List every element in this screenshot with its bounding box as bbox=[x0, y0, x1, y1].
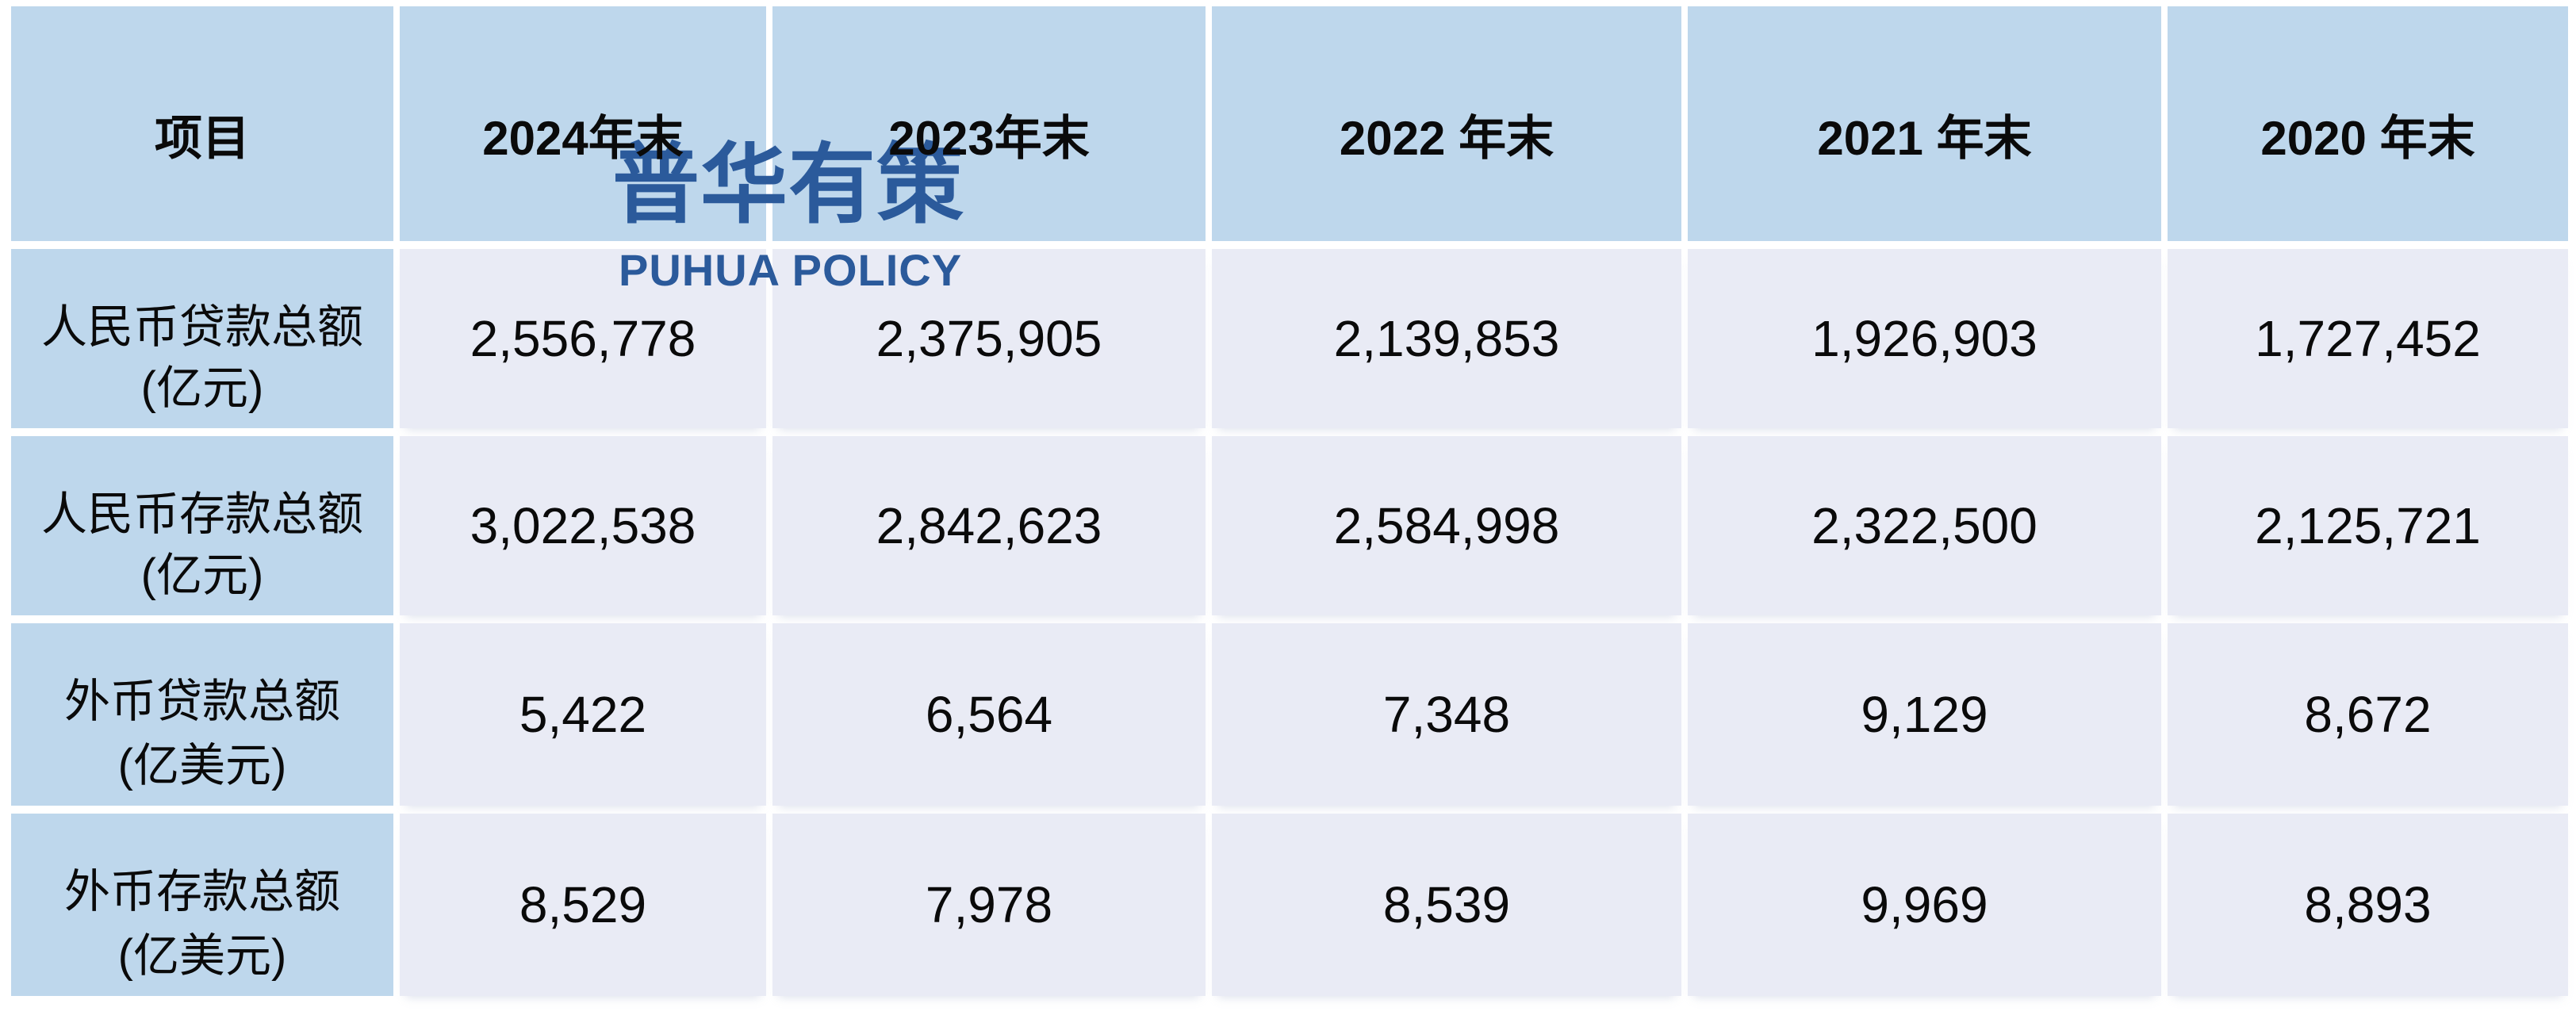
table-cell: 8,672 bbox=[2168, 623, 2568, 806]
table-cell: 2,125,721 bbox=[2168, 436, 2568, 615]
table-cell: 8,539 bbox=[1212, 814, 1681, 996]
table-cell: 2,139,853 bbox=[1212, 249, 1681, 428]
cell-value: 8,539 bbox=[1382, 876, 1511, 933]
row-label-line1: 人民币贷款总额 bbox=[40, 301, 363, 353]
cell-value: 1,727,452 bbox=[2255, 310, 2481, 367]
cell-value: 2,584,998 bbox=[1333, 497, 1560, 554]
header-cell-2024: 2024年末 bbox=[400, 6, 766, 241]
table-cell: 7,348 bbox=[1212, 623, 1681, 806]
header-label: 2022 年末 bbox=[1339, 111, 1554, 165]
row-label-line1: 外币存款总额 bbox=[63, 866, 340, 917]
row-label-line2: (亿元) bbox=[140, 550, 264, 602]
table-cell: 1,727,452 bbox=[2168, 249, 2568, 428]
cell-value: 8,893 bbox=[2304, 876, 2432, 933]
row-label-fx-deposits: 外币存款总额 (亿美元) bbox=[11, 814, 393, 996]
table-cell: 7,978 bbox=[772, 814, 1206, 996]
cell-value: 6,564 bbox=[925, 686, 1053, 743]
table-cell: 2,584,998 bbox=[1212, 436, 1681, 615]
row-label-rmb-loans: 人民币贷款总额 (亿元) bbox=[11, 249, 393, 428]
cell-value: 1,926,903 bbox=[1811, 310, 2037, 367]
header-label: 2021 年末 bbox=[1817, 111, 2032, 165]
table-cell: 2,322,500 bbox=[1688, 436, 2161, 615]
row-label-line2: (亿元) bbox=[140, 362, 264, 415]
header-cell-item: 项目 bbox=[11, 6, 393, 241]
table-cell: 5,422 bbox=[400, 623, 766, 806]
table-cell: 6,564 bbox=[772, 623, 1206, 806]
header-cell-2022: 2022 年末 bbox=[1212, 6, 1681, 241]
table-cell: 3,022,538 bbox=[400, 436, 766, 615]
data-table: 项目 2024年末 2023年末 2022 年末 2021 年末 2020 年末… bbox=[11, 6, 2568, 996]
table-cell: 9,129 bbox=[1688, 623, 2161, 806]
cell-value: 3,022,538 bbox=[470, 497, 696, 554]
row-label-fx-loans: 外币贷款总额 (亿美元) bbox=[11, 623, 393, 806]
table-cell: 2,556,778 bbox=[400, 249, 766, 428]
cell-value: 2,322,500 bbox=[1811, 497, 2037, 554]
cell-value: 2,139,853 bbox=[1333, 310, 1560, 367]
header-label: 2023年末 bbox=[888, 111, 1090, 165]
header-cell-2020: 2020 年末 bbox=[2168, 6, 2568, 241]
cell-value: 9,129 bbox=[1861, 686, 1988, 743]
cell-value: 2,842,623 bbox=[876, 497, 1102, 554]
header-label: 2024年末 bbox=[482, 111, 684, 165]
cell-value: 5,422 bbox=[519, 686, 647, 743]
row-label-rmb-deposits: 人民币存款总额 (亿元) bbox=[11, 436, 393, 615]
cell-value: 9,969 bbox=[1861, 876, 1988, 933]
header-label: 项目 bbox=[155, 111, 250, 165]
cell-value: 8,529 bbox=[519, 876, 647, 933]
row-label-line2: (亿美元) bbox=[117, 930, 287, 982]
cell-value: 2,125,721 bbox=[2255, 497, 2481, 554]
row-label-line1: 外币贷款总额 bbox=[63, 676, 340, 727]
table-cell: 8,529 bbox=[400, 814, 766, 996]
row-label-line2: (亿美元) bbox=[117, 740, 287, 792]
cell-value: 2,375,905 bbox=[876, 310, 1102, 367]
cell-value: 7,348 bbox=[1382, 686, 1511, 743]
cell-value: 7,978 bbox=[925, 876, 1053, 933]
header-cell-2023: 2023年末 bbox=[772, 6, 1206, 241]
header-label: 2020 年末 bbox=[2260, 111, 2475, 165]
cell-value: 8,672 bbox=[2304, 686, 2432, 743]
table-cell: 1,926,903 bbox=[1688, 249, 2161, 428]
table-cell: 9,969 bbox=[1688, 814, 2161, 996]
header-cell-2021: 2021 年末 bbox=[1688, 6, 2161, 241]
table-cell: 8,893 bbox=[2168, 814, 2568, 996]
cell-value: 2,556,778 bbox=[470, 310, 696, 367]
row-label-line1: 人民币存款总额 bbox=[40, 488, 363, 540]
table-cell: 2,375,905 bbox=[772, 249, 1206, 428]
table-cell: 2,842,623 bbox=[772, 436, 1206, 615]
